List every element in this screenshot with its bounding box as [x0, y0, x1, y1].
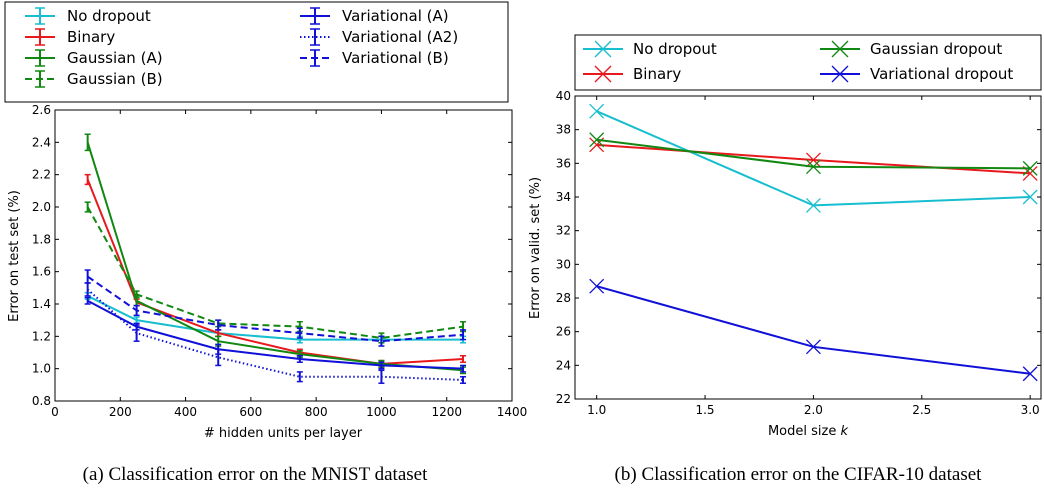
mnist-x-tick-label: 1400 [497, 405, 528, 419]
mnist-chart: No dropout Binary Gaussian (A) Gaussian (B)… [4, 1, 527, 485]
mnist-legend-label: Gaussian (A) [67, 49, 163, 67]
cifar-x-tick-label: 1.0 [587, 403, 606, 417]
mnist-y-tick-label: 2.6 [32, 103, 51, 117]
cifar-legend-marker [594, 40, 612, 58]
cifar-point [1022, 165, 1038, 181]
cifar-y-tick-label: 30 [556, 257, 571, 271]
cifar-point [1022, 366, 1038, 382]
cifar-legend-label: Binary [633, 65, 681, 83]
mnist-x-tick-label: 600 [239, 405, 262, 419]
cifar-x-tick-label: 1.5 [695, 403, 714, 417]
cifar-x-tick-label: 2.5 [912, 403, 931, 417]
cifar-legend-item-variational-dropout: Variational dropout [820, 65, 1013, 83]
mnist-y-tick-label: 1.0 [32, 362, 51, 376]
mnist-series-line-variational-a2 [86, 288, 464, 381]
mnist-legend-item-gaussian-b: Gaussian (B) [25, 70, 163, 88]
cifar-y-tick-label: 28 [556, 291, 571, 305]
mnist-y-tick-label: 2.2 [32, 168, 51, 182]
mnist-legend-label: Variational (B) [342, 49, 449, 67]
mnist-y-tick-label: 1.8 [32, 232, 51, 246]
cifar-x-axis-label: Model size k [768, 424, 849, 439]
cifar-x-axis-label-var: k [840, 424, 848, 439]
cifar-y-tick-label: 34 [556, 190, 571, 204]
cifar-point [1022, 189, 1038, 205]
mnist-y-tick-label: 0.8 [32, 394, 51, 408]
mnist-legend-label: Gaussian (B) [67, 70, 163, 88]
mnist-legend-label: Variational (A2) [342, 28, 458, 46]
cifar-legend-label: Gaussian dropout [870, 40, 1002, 58]
mnist-series-line-variational-a [87, 299, 464, 370]
mnist-axes: 0 200 400 600 800 1000 1200 1400 0.8 1.0 1.2 1.4 1.6… [32, 103, 527, 419]
mnist-y-tick-label: 2.0 [32, 200, 51, 214]
cifar-legend-label: Variational dropout [870, 65, 1013, 83]
mnist-legend-label: No dropout [67, 7, 151, 25]
mnist-caption: (a) Classification error on the MNIST da… [83, 464, 428, 485]
mnist-legend-item-gaussian-a: Gaussian (A) [25, 49, 163, 67]
cifar-y-tick-label: 40 [556, 89, 571, 103]
cifar-legend-item-no-dropout: No dropout [583, 40, 717, 58]
cifar-legend: No dropout Binary Gaussian dropout Variatio… [583, 40, 1013, 83]
mnist-legend-item-binary: Binary [25, 28, 115, 46]
mnist-legend-label: Binary [67, 28, 115, 46]
mnist-series-line-variational-b [87, 275, 464, 343]
mnist-y-tick-label: 1.6 [32, 265, 51, 279]
cifar-x-tick-label: 3.0 [1021, 403, 1040, 417]
mnist-y-tick-label: 1.4 [32, 297, 51, 311]
cifar-legend-box [574, 34, 1042, 91]
cifar-y-tick-label: 22 [556, 392, 571, 406]
cifar-x-tick-label: 2.0 [804, 403, 823, 417]
mnist-series-line-binary [86, 179, 464, 365]
cifar-point [589, 132, 605, 148]
cifar-x-axis-label-text: Model size [768, 424, 841, 439]
cifar-point [589, 278, 605, 294]
cifar-y-tick-label: 24 [556, 358, 571, 372]
cifar-axes: 1.0 1.5 2.0 2.5 3.0 22 24 26 28 30 32 34 36 38 40 [556, 89, 1041, 417]
mnist-y-axis-label: Error on test set (%) [7, 190, 22, 322]
cifar-legend-marker [831, 40, 849, 58]
cifar-y-tick-label: 36 [556, 156, 571, 170]
mnist-legend-item-variational-a: Variational (A) [300, 7, 449, 25]
mnist-legend-item-variational-a2: Variational (A2) [300, 28, 458, 46]
mnist-marks [84, 133, 467, 384]
cifar-legend-item-binary: Binary [583, 65, 681, 83]
cifar-point [805, 197, 821, 213]
cifar-point [589, 103, 605, 119]
mnist-x-tick-label: 400 [174, 405, 197, 419]
mnist-series-line-gaussian-b [86, 206, 464, 339]
cifar-chart: 1.0 1.5 2.0 2.5 3.0 22 24 26 28 30 32 34 36 38 40 No d… [528, 34, 1042, 485]
cifar-y-tick-label: 26 [556, 325, 571, 339]
mnist-y-tick-label: 2.4 [32, 135, 51, 149]
mnist-legend: No dropout Binary Gaussian (A) Gaussian (B)… [25, 7, 458, 88]
mnist-x-tick-label: 1200 [431, 405, 462, 419]
mnist-x-tick-label: 1000 [366, 405, 397, 419]
cifar-point [805, 152, 821, 168]
cifar-legend-label: No dropout [633, 40, 717, 58]
cifar-legend-marker [594, 65, 612, 83]
mnist-y-tick-label: 1.2 [32, 329, 51, 343]
cifar-y-tick-label: 32 [556, 224, 571, 238]
cifar-point [1022, 160, 1038, 176]
cifar-y-tick-label: 38 [556, 123, 571, 137]
mnist-x-tick-label: 200 [109, 405, 132, 419]
mnist-legend-item-no-dropout: No dropout [25, 7, 151, 25]
cifar-caption: (b) Classification error on the CIFAR-10… [615, 464, 983, 485]
mnist-x-axis-label: # hidden units per layer [204, 426, 363, 441]
cifar-point [805, 159, 821, 175]
cifar-legend-item-gaussian-dropout: Gaussian dropout [820, 40, 1002, 58]
mnist-legend-item-variational-b: Variational (B) [300, 49, 449, 67]
mnist-x-tick-label: 0 [51, 405, 59, 419]
cifar-legend-marker [831, 65, 849, 83]
cifar-plot-area [574, 95, 1042, 400]
cifar-point [805, 339, 821, 355]
cifar-marks [589, 103, 1038, 382]
cifar-y-axis-label: Error on valid. set (%) [528, 177, 543, 319]
mnist-legend-box [4, 1, 509, 103]
mnist-series-line-gaussian-a [86, 142, 464, 372]
mnist-legend-label: Variational (A) [342, 7, 449, 25]
mnist-x-tick-label: 800 [305, 405, 328, 419]
